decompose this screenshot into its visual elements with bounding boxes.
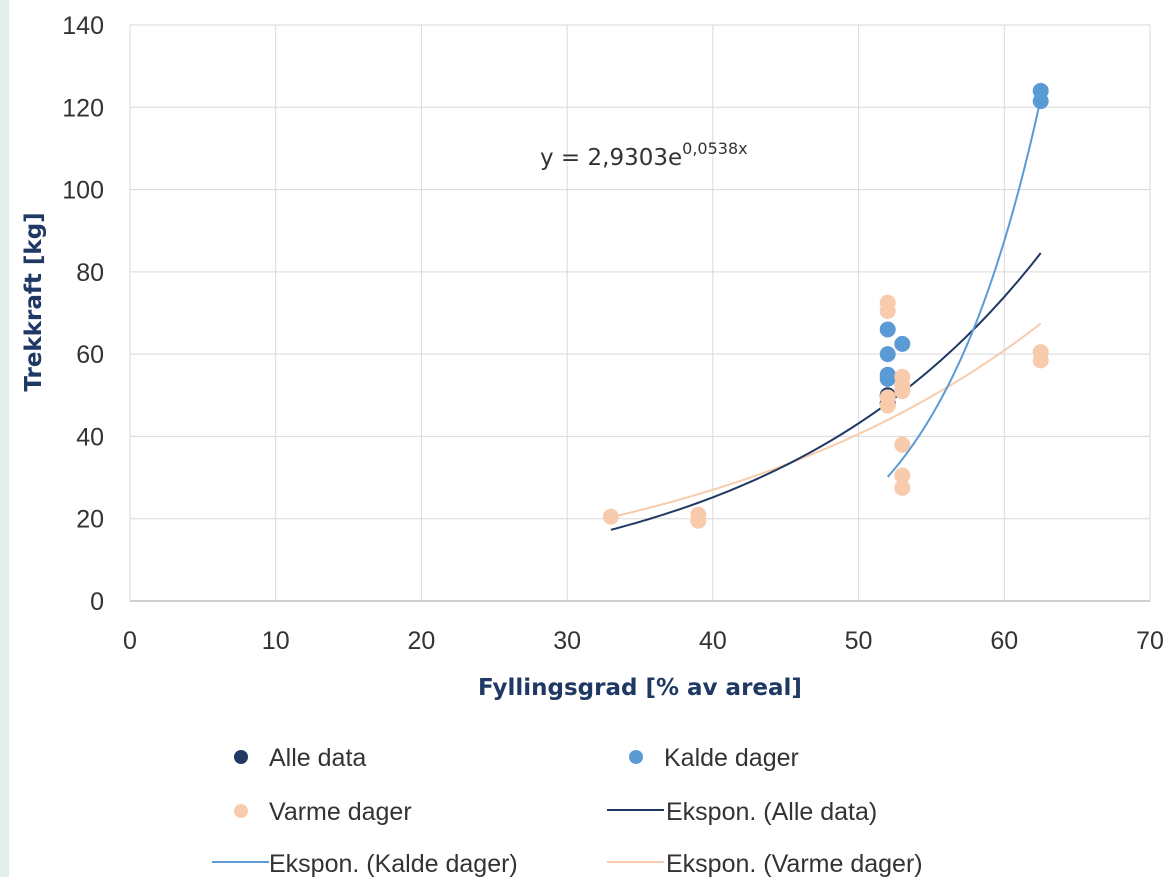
x-tick-label: 60 — [990, 627, 1018, 655]
x-tick-label: 20 — [408, 627, 436, 655]
x-tick-labels: 0 10 20 30 40 50 60 70 — [123, 627, 1164, 655]
point-series-1-3 — [879, 370, 896, 387]
y-tick-label: 60 — [76, 341, 104, 369]
equation-base: y = 2,9303e — [540, 145, 682, 171]
trendline-0 — [610, 252, 1042, 531]
legend: Alle data Kalde dager Varme dager Ekspon… — [212, 744, 923, 877]
legend-label-alle-data: Alle data — [269, 744, 366, 772]
legend-label-ekspon-alle-data: Ekspon. (Alle data) — [666, 798, 877, 826]
x-tick-label: 0 — [123, 627, 137, 655]
legend-label-kalde-dager: Kalde dager — [664, 744, 799, 772]
point-series-2-12 — [894, 479, 911, 496]
point-series-2-10 — [894, 436, 911, 453]
legend-marker-varme-dager — [234, 804, 248, 818]
y-tick-label: 140 — [62, 12, 104, 40]
x-tick-label: 70 — [1136, 627, 1164, 655]
x-tick-label: 30 — [553, 627, 581, 655]
y-tick-label: 0 — [90, 588, 104, 616]
y-tick-label: 20 — [76, 506, 104, 534]
point-series-2-0 — [602, 508, 619, 525]
x-tick-label: 40 — [699, 627, 727, 655]
point-series-1-6 — [1032, 93, 1049, 110]
axes — [129, 25, 1150, 602]
equation-exponent: 0,0538x — [682, 139, 747, 158]
legend-marker-kalde-dager — [629, 750, 643, 764]
y-tick-label: 100 — [62, 177, 104, 205]
x-axis-title: Fyllingsgrad [% av areal] — [478, 675, 802, 701]
point-series-2-6 — [879, 397, 896, 414]
trendline-equation: y = 2,9303e0,0538x — [540, 139, 748, 171]
x-tick-label: 50 — [845, 627, 873, 655]
data-points — [602, 82, 1049, 529]
grid-lines — [130, 24, 1151, 601]
legend-label-varme-dager: Varme dager — [269, 798, 412, 826]
point-series-1-1 — [879, 346, 896, 363]
legend-item-ekspon-varme-dager[interactable]: Ekspon. (Varme dager) — [607, 850, 923, 877]
legend-marker-alle-data — [234, 750, 248, 764]
point-series-1-4 — [894, 335, 911, 352]
y-axis-title: Trekkraft [kg] — [21, 212, 47, 391]
y-tick-label: 80 — [76, 259, 104, 287]
legend-label-ekspon-varme-dager: Ekspon. (Varme dager) — [666, 850, 923, 877]
trendline-2 — [610, 322, 1042, 519]
legend-label-ekspon-kalde-dager: Ekspon. (Kalde dager) — [269, 850, 518, 877]
legend-item-ekspon-alle-data[interactable]: Ekspon. (Alle data) — [607, 798, 877, 826]
legend-item-kalde-dager[interactable]: Kalde dager — [629, 744, 799, 772]
point-series-2-9 — [894, 383, 911, 400]
point-series-2-14 — [1032, 352, 1049, 369]
y-tick-label: 120 — [62, 94, 104, 122]
y-tick-labels: 0 20 40 60 80 100 120 140 — [62, 12, 104, 616]
y-tick-label: 40 — [76, 423, 104, 451]
legend-item-alle-data[interactable]: Alle data — [234, 744, 366, 772]
legend-item-varme-dager[interactable]: Varme dager — [234, 798, 412, 826]
trendline-1 — [886, 98, 1042, 478]
x-tick-label: 10 — [262, 627, 290, 655]
point-series-2-2 — [690, 512, 707, 529]
point-series-1-0 — [879, 321, 896, 338]
left-border-strip — [0, 0, 9, 877]
point-series-2-4 — [879, 302, 896, 319]
trendlines — [610, 98, 1042, 531]
legend-item-ekspon-kalde-dager[interactable]: Ekspon. (Kalde dager) — [212, 850, 518, 877]
